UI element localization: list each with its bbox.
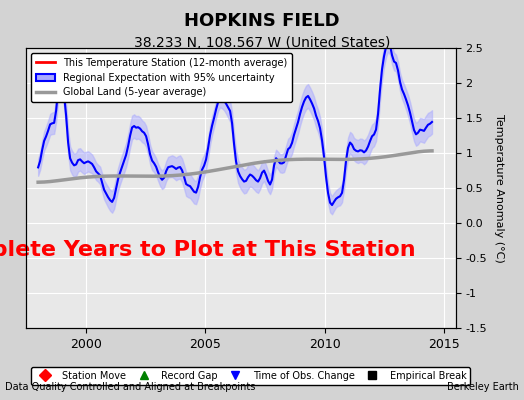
Text: Berkeley Earth: Berkeley Earth	[447, 382, 519, 392]
Text: 38.233 N, 108.567 W (United States): 38.233 N, 108.567 W (United States)	[134, 36, 390, 50]
Text: HOPKINS FIELD: HOPKINS FIELD	[184, 12, 340, 30]
Text: No Complete Years to Plot at This Station: No Complete Years to Plot at This Statio…	[0, 240, 416, 260]
Legend: Station Move, Record Gap, Time of Obs. Change, Empirical Break: Station Move, Record Gap, Time of Obs. C…	[31, 367, 471, 385]
Y-axis label: Temperature Anomaly (°C): Temperature Anomaly (°C)	[494, 114, 504, 262]
Text: Data Quality Controlled and Aligned at Breakpoints: Data Quality Controlled and Aligned at B…	[5, 382, 256, 392]
